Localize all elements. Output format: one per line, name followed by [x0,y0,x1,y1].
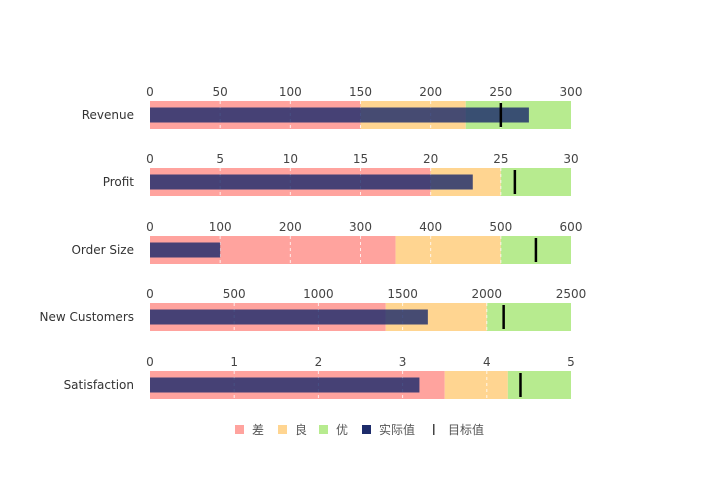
tick-label: 0 [146,152,154,166]
tick-label: 10 [283,152,298,166]
legend-swatch-line [433,424,435,435]
bullet-row: 0 500 1000 1500 2000 2500 New Customers [39,287,586,331]
tick-label: 500 [223,287,246,301]
legend-label: 优 [336,423,348,437]
tick-label: 30 [563,152,578,166]
tick-label: 1500 [387,287,418,301]
tick-label: 1 [230,355,238,369]
tick-label: 5 [216,152,224,166]
legend-swatch [278,425,287,434]
category-label: Satisfaction [64,378,134,392]
legend-swatch [362,425,371,434]
category-label: Order Size [71,243,134,257]
tick-label: 300 [349,220,372,234]
target-marker [519,373,522,397]
actual-bar [150,107,529,123]
tick-label: 1000 [303,287,334,301]
tick-label: 50 [213,85,228,99]
legend: 差 良 优 实际值 目标值 [235,422,484,437]
category-label: New Customers [39,310,134,324]
band-good [395,236,501,264]
band-excellent [486,303,571,331]
bullet-row: 0 5 10 15 20 25 30 Profit [103,152,579,196]
tick-label: 250 [489,85,512,99]
band-good [444,371,508,399]
tick-label: 0 [146,85,154,99]
tick-label: 600 [560,220,583,234]
tick-label: 200 [419,85,442,99]
target-marker [534,238,538,262]
bullet-row: 0 100 200 300 400 500 600 Order Size [71,220,582,264]
tick-label: 5 [567,355,575,369]
legend-label: 差 [252,423,264,437]
actual-bar [150,377,420,393]
tick-label: 0 [146,355,154,369]
bullet-row: 0 50 100 150 200 250 300 Revenue [82,85,583,129]
band-excellent [507,371,571,399]
bullet-row: 0 1 2 3 4 5 Satisfaction [64,355,575,399]
tick-label: 500 [489,220,512,234]
actual-bar [150,309,428,325]
legend-swatch [319,425,328,434]
target-marker [499,103,503,127]
tick-label: 2500 [556,287,587,301]
actual-bar [150,242,221,258]
tick-label: 400 [419,220,442,234]
tick-label: 3 [399,355,407,369]
tick-label: 0 [146,220,154,234]
target-marker [513,170,517,194]
category-label: Profit [103,175,135,189]
legend-label: 实际值 [379,422,415,437]
tick-label: 2 [315,355,323,369]
tick-label: 0 [146,287,154,301]
tick-label: 200 [279,220,302,234]
tick-label: 4 [483,355,491,369]
band-excellent [500,168,571,196]
tick-label: 100 [209,220,232,234]
category-label: Revenue [82,108,134,122]
tick-label: 25 [493,152,508,166]
tick-label: 2000 [472,287,503,301]
legend-label: 目标值 [448,422,484,437]
legend-label: 良 [295,422,307,437]
tick-label: 300 [560,85,583,99]
tick-label: 100 [279,85,302,99]
tick-label: 15 [353,152,368,166]
tick-label: 20 [423,152,438,166]
target-marker [502,305,505,329]
legend-swatch [235,425,244,434]
actual-bar [150,174,473,190]
tick-label: 150 [349,85,372,99]
